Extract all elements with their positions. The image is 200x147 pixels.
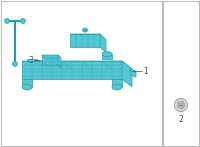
- FancyBboxPatch shape: [163, 1, 199, 146]
- Ellipse shape: [112, 84, 122, 90]
- Ellipse shape: [83, 28, 88, 32]
- Ellipse shape: [13, 61, 18, 66]
- FancyBboxPatch shape: [1, 1, 162, 146]
- Polygon shape: [130, 69, 136, 77]
- Text: 2: 2: [179, 115, 183, 124]
- Polygon shape: [27, 59, 37, 61]
- Ellipse shape: [102, 51, 112, 56]
- Polygon shape: [70, 34, 100, 47]
- Polygon shape: [122, 61, 132, 87]
- Polygon shape: [112, 79, 122, 87]
- Ellipse shape: [178, 101, 184, 108]
- Ellipse shape: [21, 19, 26, 24]
- Polygon shape: [22, 61, 122, 79]
- Polygon shape: [42, 55, 61, 58]
- Polygon shape: [58, 55, 61, 68]
- Text: 3: 3: [28, 56, 33, 65]
- Polygon shape: [102, 54, 112, 59]
- Ellipse shape: [5, 19, 10, 24]
- Polygon shape: [70, 34, 106, 40]
- Text: 1: 1: [143, 66, 148, 76]
- Ellipse shape: [22, 84, 32, 90]
- Ellipse shape: [174, 98, 188, 112]
- Polygon shape: [100, 34, 106, 53]
- Polygon shape: [22, 61, 132, 69]
- Polygon shape: [22, 79, 32, 87]
- Polygon shape: [42, 55, 58, 65]
